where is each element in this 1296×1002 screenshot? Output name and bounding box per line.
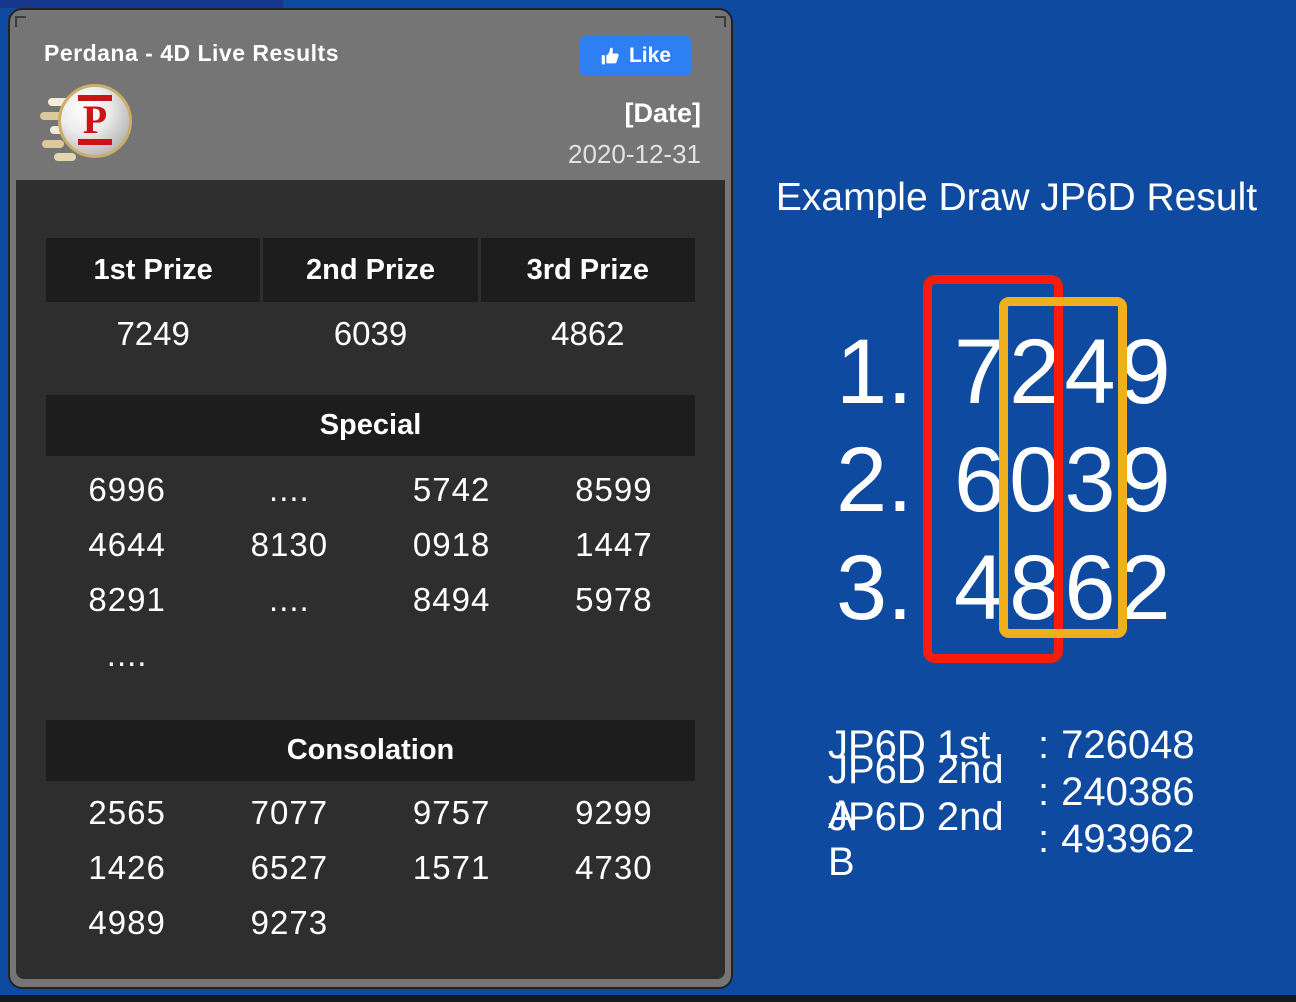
date-value: 2020-12-31 (568, 139, 701, 169)
special-number: 8291 (88, 581, 166, 618)
yellow-highlight-box (999, 297, 1127, 638)
special-number: 0918 (412, 526, 491, 563)
special-number: 4644 (88, 526, 166, 563)
corner-mark-right (715, 16, 726, 27)
jp6d-colon: : (1038, 817, 1050, 861)
prize-header-row: 1st Prize 2nd Prize 3rd Prize (46, 238, 695, 302)
like-button[interactable]: Like (579, 36, 692, 76)
special-number: 8599 (575, 471, 653, 508)
jp6d-label: JP6D 1st (828, 723, 991, 767)
thumbs-up-icon (600, 46, 621, 67)
corner-mark-left (15, 16, 26, 27)
jp6d-result-line: JP6D 1st : 726048 (828, 722, 1195, 769)
page-title: Perdana - 4D Live Results (44, 40, 339, 66)
prize-header-3rd: 3rd Prize (480, 238, 695, 302)
special-number: 8130 (250, 526, 329, 563)
perdana-logo: P (38, 82, 134, 174)
special-number: 5978 (575, 581, 653, 618)
jp6d-label: JP6D 2nd B (828, 794, 1004, 884)
prize-header-1st: 1st Prize (46, 238, 261, 302)
prize-value-2nd: 6039 (333, 315, 408, 352)
consolation-number: 7077 (250, 794, 329, 831)
draw-index: 2. (836, 428, 913, 531)
like-button-label: Like (628, 44, 672, 67)
special-number: 8494 (412, 581, 491, 618)
prize-value-3rd: 4862 (551, 315, 625, 352)
special-number: 6996 (88, 471, 166, 508)
date-label: [Date] (624, 98, 701, 128)
logo-speed-line (48, 98, 74, 106)
consolation-number: 9273 (250, 904, 329, 941)
consolation-number (371, 895, 533, 950)
special-number: 1447 (575, 526, 653, 563)
consolation-number: 4989 (88, 904, 166, 941)
consolation-number: 2565 (88, 794, 166, 831)
special-number: .... (106, 636, 148, 673)
logo-speed-line (42, 140, 64, 148)
special-number (371, 627, 533, 682)
consolation-number: 4730 (575, 849, 653, 886)
jp6d-colon: : (1038, 723, 1050, 767)
special-number: .... (269, 471, 310, 508)
prize-value-row: 7249 6039 4862 (46, 312, 695, 356)
consolation-number: 1571 (412, 849, 491, 886)
results-panel: Perdana - 4D Live Results Like P [Date] … (8, 8, 733, 989)
logo-speed-line (40, 112, 64, 120)
jp6d-value: 726048 (1061, 723, 1195, 767)
jp6d-result-line: JP6D 2nd A : 240386 (828, 748, 1195, 837)
consolation-number: 9757 (412, 794, 491, 831)
results-body: 1st Prize 2nd Prize 3rd Prize 7249 6039 … (16, 180, 725, 979)
special-number (533, 627, 695, 682)
logo-speed-line (54, 153, 76, 161)
jp6d-results: JP6D 1st : 726048 JP6D 2nd A : 240386 JP… (828, 722, 1195, 884)
red-highlight-box (923, 275, 1063, 663)
consolation-number: 1426 (88, 849, 166, 886)
consolation-section-header: Consolation (46, 720, 695, 781)
consolation-number (533, 895, 695, 950)
special-number (208, 627, 370, 682)
consolation-number: 6527 (250, 849, 329, 886)
jp6d-value: 493962 (1061, 817, 1195, 861)
consolation-numbers-grid: 2565 7077 9757 9299 1426 6527 1571 4730 … (46, 785, 695, 950)
window-top-edge (0, 0, 283, 8)
special-section-header: Special (46, 395, 695, 456)
logo-coin: P (58, 84, 132, 158)
jp6d-colon: : (1038, 770, 1050, 814)
jp6d-label: JP6D 2nd A (828, 747, 1004, 837)
logo-bar-bottom (78, 139, 112, 145)
example-title: Example Draw JP6D Result (775, 176, 1258, 219)
consolation-number: 9299 (575, 794, 653, 831)
draw-date: [Date] 2020-12-31 (568, 98, 701, 170)
special-number: .... (269, 581, 310, 618)
special-number: 5742 (412, 471, 491, 508)
prize-header-2nd: 2nd Prize (263, 238, 478, 302)
jp6d-value: 240386 (1061, 770, 1195, 814)
jp6d-result-line: JP6D 2nd B : 493962 (828, 795, 1195, 884)
logo-letter: P (82, 97, 108, 142)
logo-bar-top (78, 95, 112, 101)
draw-index: 1. (836, 320, 913, 423)
prize-value-1st: 7249 (116, 315, 190, 352)
window-bottom-edge (0, 995, 1296, 1002)
draw-index: 3. (836, 536, 913, 639)
special-numbers-grid: 6996 .... 5742 8599 4644 8130 0918 1447 … (46, 462, 695, 682)
